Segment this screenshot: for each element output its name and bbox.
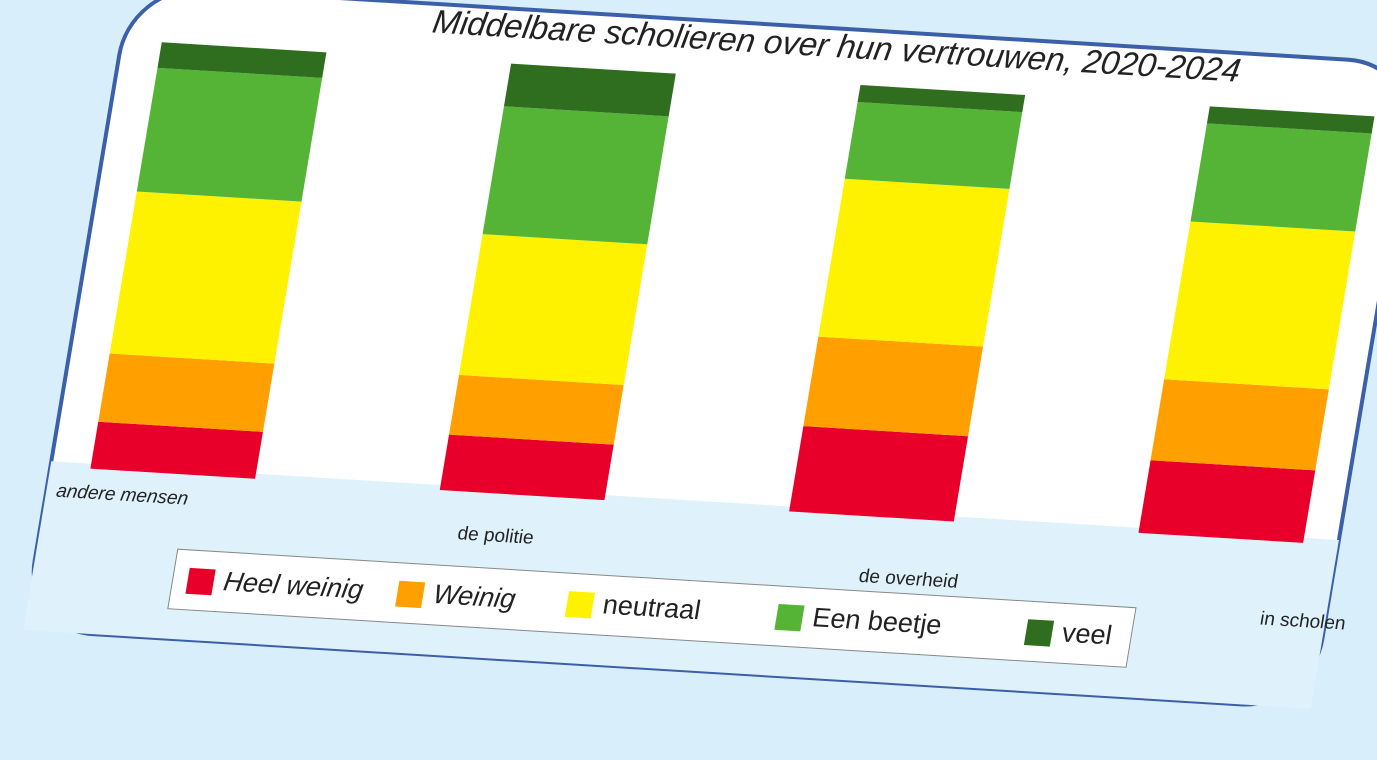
- legend-swatch: [185, 567, 216, 596]
- legend-swatch: [395, 580, 426, 609]
- bar-segment: [844, 102, 1023, 189]
- bar-segment: [818, 178, 1010, 347]
- bar-segment: [1138, 460, 1316, 543]
- bar-segment: [857, 84, 1026, 113]
- bar-segment: [459, 234, 648, 385]
- legend-swatch: [1023, 619, 1055, 647]
- bar-segment: [482, 106, 669, 245]
- bar-segment: [109, 191, 302, 364]
- bar-segment: [789, 426, 969, 522]
- x-tick-label: in scholen: [1258, 609, 1347, 635]
- bar-segment: [1150, 379, 1329, 471]
- legend-label: Weinig: [431, 578, 518, 614]
- bar-segment: [1190, 123, 1372, 232]
- chart-panel: Middelbare scholieren over hun vertrouwe…: [23, 0, 1377, 709]
- x-tick-label: de politie: [456, 523, 535, 548]
- bar-segment: [98, 353, 275, 432]
- bar-segment: [1164, 221, 1356, 390]
- bar-segment: [90, 421, 263, 479]
- legend-label: veel: [1060, 617, 1115, 651]
- bar-segment: [803, 336, 984, 437]
- bar-segment: [449, 374, 624, 445]
- bar-segment: [1206, 106, 1375, 134]
- bar-segment: [136, 67, 323, 202]
- legend-box: [167, 548, 1137, 668]
- legend-swatch: [564, 591, 595, 619]
- legend-label: neutraal: [601, 589, 703, 626]
- legend-swatch: [774, 603, 805, 632]
- bar-segment: [157, 42, 327, 78]
- bar-segment: [439, 434, 614, 501]
- bar-segment: [503, 63, 676, 117]
